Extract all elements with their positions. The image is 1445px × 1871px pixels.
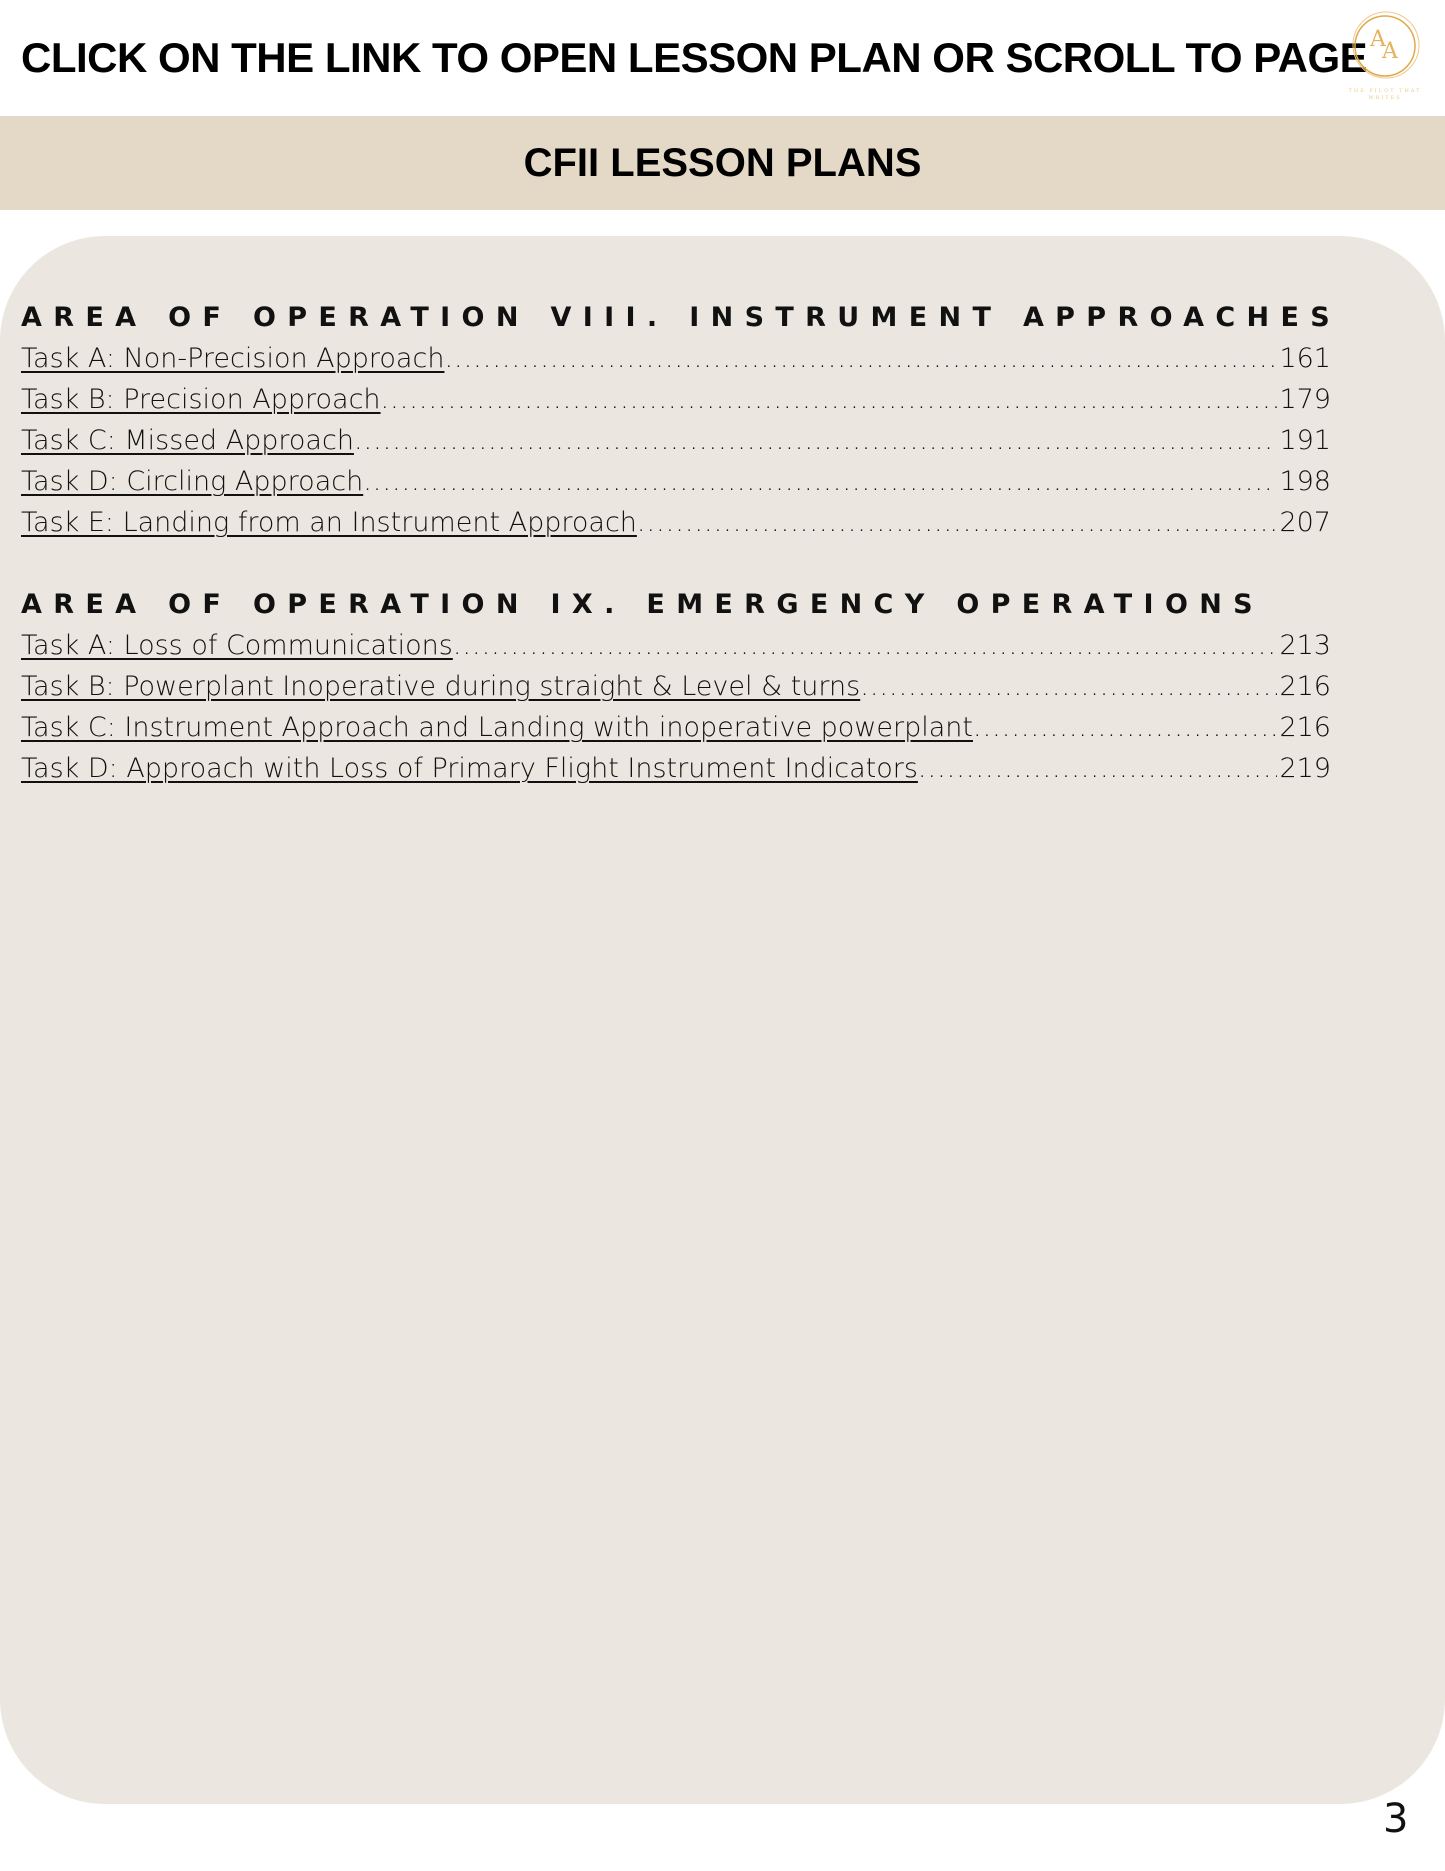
section-heading: AREA OF OPERATION VIII. INSTRUMENT APPRO… [21,302,1342,333]
banner-title: CFII LESSON PLANS [523,140,922,185]
section-banner: CFII LESSON PLANS [0,116,1445,210]
svg-text:WRITES: WRITES [1368,95,1401,101]
svg-text:A: A [1369,27,1387,52]
task-link[interactable]: Task D: Approach with Loss of Primary Fl… [21,753,918,784]
toc-row: Task B: Powerplant Inoperative during st… [21,666,1331,707]
pilot-that-writes-logo: A A THE PILOT THAT WRITES [1349,11,1422,101]
toc-row: Task A: Loss of Communications 213 [21,625,1331,666]
toc-row: Task C: Missed Approach 191 [21,420,1331,461]
dot-leader [444,338,1277,379]
page-ref: 216 [1279,671,1331,702]
task-link[interactable]: Task B: Powerplant Inoperative during st… [21,671,861,702]
dot-leader [381,379,1278,420]
page-ref: 179 [1279,384,1331,415]
dot-leader [918,748,1278,789]
toc-row: Task D: Approach with Loss of Primary Fl… [21,748,1331,789]
toc-row: Task B: Precision Approach 179 [21,379,1331,420]
page-ref: 207 [1279,507,1331,538]
svg-text:THE PILOT THAT: THE PILOT THAT [1349,88,1422,94]
task-link[interactable]: Task B: Precision Approach [21,384,381,415]
dot-leader [973,707,1277,748]
task-link[interactable]: Task E: Landing from an Instrument Appro… [21,507,637,538]
dot-leader [637,502,1278,543]
toc-row: Task D: Circling Approach 198 [21,461,1331,502]
dot-leader [453,625,1278,666]
svg-text:A: A [1381,39,1399,64]
task-link[interactable]: Task D: Circling Approach [21,466,364,497]
dot-leader [363,461,1277,502]
task-link[interactable]: Task C: Instrument Approach and Landing … [21,712,973,743]
dot-leader [354,420,1278,461]
toc-row: Task C: Instrument Approach and Landing … [21,707,1331,748]
section-heading: AREA OF OPERATION IX. EMERGENCY OPERATIO… [21,589,1264,620]
task-link[interactable]: Task A: Loss of Communications [21,630,453,661]
page-header-title: CLICK ON THE LINK TO OPEN LESSON PLAN OR… [21,34,1368,81]
toc-row: Task A: Non-Precision Approach 161 [21,338,1331,379]
task-link[interactable]: Task C: Missed Approach [21,425,354,456]
toc-row: Task E: Landing from an Instrument Appro… [21,502,1331,543]
page-ref: 191 [1279,425,1331,456]
page-number: 3 [1383,1796,1409,1842]
page-ref: 198 [1279,466,1331,497]
task-link[interactable]: Task A: Non-Precision Approach [21,343,445,374]
section-instrument-approaches: AREA OF OPERATION VIII. INSTRUMENT APPRO… [21,298,1331,543]
section-emergency-operations: AREA OF OPERATION IX. EMERGENCY OPERATIO… [21,585,1331,789]
page-ref: 216 [1279,712,1331,743]
page-ref: 213 [1279,630,1331,661]
dot-leader [860,666,1277,707]
page-ref: 219 [1279,753,1331,784]
page-ref: 161 [1279,343,1331,374]
